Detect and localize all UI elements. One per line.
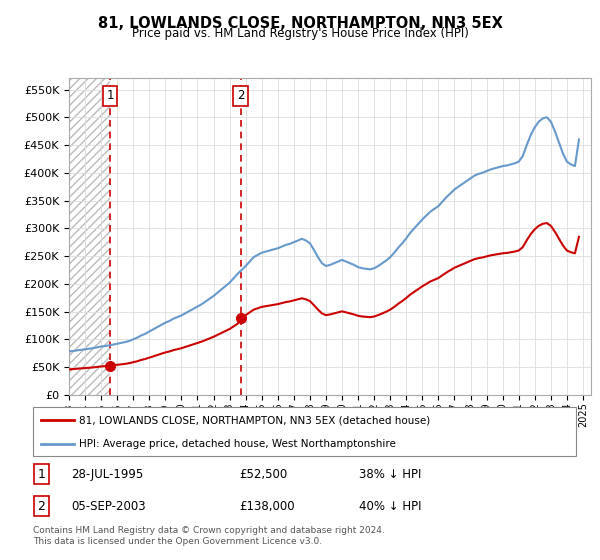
- Text: £138,000: £138,000: [239, 500, 295, 513]
- Text: 28-JUL-1995: 28-JUL-1995: [71, 468, 143, 480]
- Text: 38% ↓ HPI: 38% ↓ HPI: [359, 468, 421, 480]
- Text: 2: 2: [237, 90, 244, 102]
- Text: 1: 1: [107, 90, 114, 102]
- Text: Contains HM Land Registry data © Crown copyright and database right 2024.
This d: Contains HM Land Registry data © Crown c…: [33, 526, 385, 546]
- Text: 1: 1: [37, 468, 45, 480]
- FancyBboxPatch shape: [33, 407, 576, 456]
- Text: £52,500: £52,500: [239, 468, 287, 480]
- Text: HPI: Average price, detached house, West Northamptonshire: HPI: Average price, detached house, West…: [79, 439, 396, 449]
- Text: 05-SEP-2003: 05-SEP-2003: [71, 500, 146, 513]
- Text: 2: 2: [37, 500, 45, 513]
- Text: 81, LOWLANDS CLOSE, NORTHAMPTON, NN3 5EX: 81, LOWLANDS CLOSE, NORTHAMPTON, NN3 5EX: [98, 16, 502, 31]
- Text: 40% ↓ HPI: 40% ↓ HPI: [359, 500, 421, 513]
- Text: Price paid vs. HM Land Registry's House Price Index (HPI): Price paid vs. HM Land Registry's House …: [131, 27, 469, 40]
- Text: 81, LOWLANDS CLOSE, NORTHAMPTON, NN3 5EX (detached house): 81, LOWLANDS CLOSE, NORTHAMPTON, NN3 5EX…: [79, 416, 430, 426]
